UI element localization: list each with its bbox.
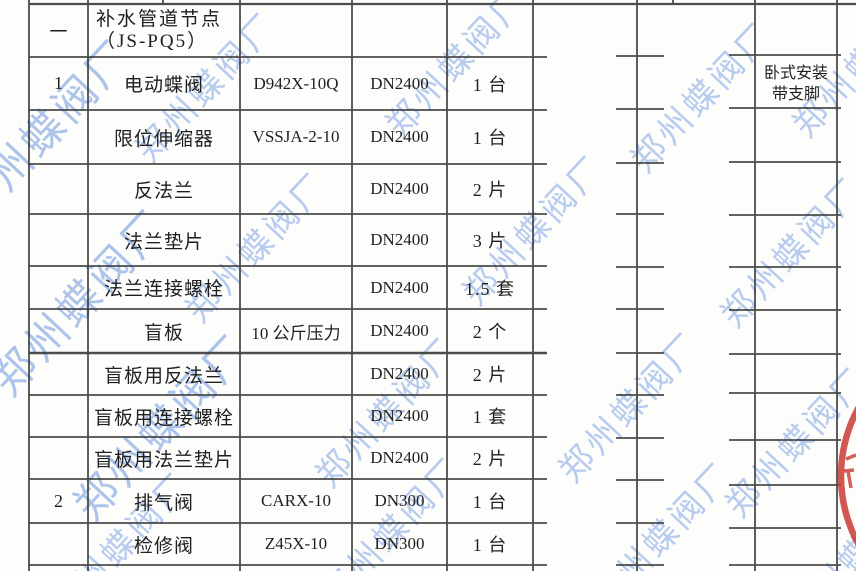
item-spec: DN2400	[370, 364, 429, 383]
item-model: CARX-10	[261, 491, 331, 510]
item-model: 10 公斤压力	[251, 323, 341, 343]
item-spec: DN2400	[370, 277, 429, 297]
item-spec: DN300	[374, 491, 425, 510]
item-qty: 2 个	[472, 322, 508, 342]
section-name: 补水管道节点 （JS-PQ5）	[88, 5, 248, 57]
item-qty: 1.5 套	[465, 278, 515, 299]
item-spec: DN2400	[370, 321, 429, 340]
item-qty: 1 套	[472, 407, 508, 427]
item-note-line1: 卧式安装	[763, 64, 828, 82]
item-qty: 3 片	[472, 231, 508, 251]
item-qty: 1 台	[472, 74, 508, 95]
item-name: 电动蝶阀	[123, 75, 204, 96]
item-note: 卧式安装 带支脚	[755, 57, 837, 110]
item-note-line2: 带支脚	[771, 85, 820, 103]
item-qty: 2 片	[472, 365, 508, 385]
section-no: 一	[49, 22, 68, 42]
item-name: 盲板用连接螺栓	[93, 407, 234, 429]
section-name-line1: 补水管道节点	[96, 9, 223, 30]
item-name: 法兰垫片	[123, 231, 204, 253]
item-qty: 1 台	[472, 128, 508, 148]
item-name: 排气阀	[133, 492, 194, 514]
item-spec: DN2400	[370, 127, 429, 146]
item-qty: 2 片	[472, 449, 508, 469]
item-name: 盲板用反法兰	[103, 365, 224, 387]
row-no: 2	[54, 490, 63, 511]
item-spec: DN2400	[370, 230, 429, 249]
item-qty: 1 台	[472, 492, 508, 512]
item-model: VSSJA-2-10	[252, 127, 340, 146]
item-qty: 2 片	[472, 180, 508, 200]
item-name: 盲板用法兰垫片	[93, 449, 234, 471]
item-name: 盲板	[143, 322, 184, 344]
item-qty: 1 台	[472, 535, 508, 555]
item-spec: DN2400	[370, 73, 429, 93]
item-name: 反法兰	[133, 180, 194, 202]
item-spec: DN300	[374, 534, 425, 553]
item-spec: DN2400	[370, 448, 429, 467]
item-model: D942X-10Q	[253, 73, 339, 93]
item-model: Z45X-10	[264, 534, 328, 553]
item-spec: DN2400	[370, 179, 429, 198]
section-name-line2: （JS-PQ5）	[96, 31, 209, 52]
item-name: 限位伸缩器	[113, 128, 214, 150]
row-no: 1	[54, 73, 63, 93]
item-name: 法兰连接螺栓	[103, 279, 224, 300]
item-name: 检修阀	[133, 535, 194, 557]
item-spec: DN2400	[370, 406, 429, 425]
